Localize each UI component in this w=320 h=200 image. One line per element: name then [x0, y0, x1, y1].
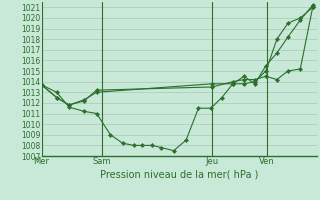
- X-axis label: Pression niveau de la mer( hPa ): Pression niveau de la mer( hPa ): [100, 169, 258, 179]
